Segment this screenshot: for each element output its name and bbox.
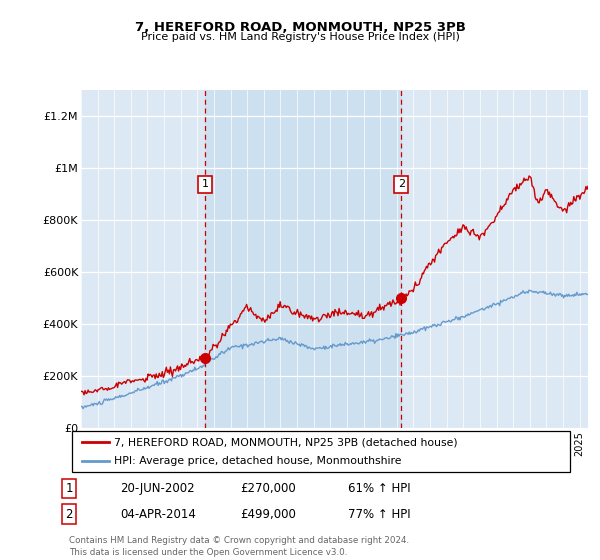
Text: 04-APR-2014: 04-APR-2014 bbox=[120, 507, 196, 521]
Text: Contains HM Land Registry data © Crown copyright and database right 2024.
This d: Contains HM Land Registry data © Crown c… bbox=[69, 536, 409, 557]
Text: £499,000: £499,000 bbox=[240, 507, 296, 521]
Text: 1: 1 bbox=[202, 179, 209, 189]
Text: 61% ↑ HPI: 61% ↑ HPI bbox=[348, 482, 410, 495]
Text: 7, HEREFORD ROAD, MONMOUTH, NP25 3PB: 7, HEREFORD ROAD, MONMOUTH, NP25 3PB bbox=[134, 21, 466, 34]
Text: 2: 2 bbox=[398, 179, 405, 189]
Text: HPI: Average price, detached house, Monmouthshire: HPI: Average price, detached house, Monm… bbox=[115, 456, 402, 465]
Text: 20-JUN-2002: 20-JUN-2002 bbox=[120, 482, 194, 495]
Text: 77% ↑ HPI: 77% ↑ HPI bbox=[348, 507, 410, 521]
Text: 2: 2 bbox=[65, 507, 73, 521]
Text: 7, HEREFORD ROAD, MONMOUTH, NP25 3PB (detached house): 7, HEREFORD ROAD, MONMOUTH, NP25 3PB (de… bbox=[115, 437, 458, 447]
Text: £270,000: £270,000 bbox=[240, 482, 296, 495]
Text: 1: 1 bbox=[65, 482, 73, 495]
Bar bbox=[205, 90, 401, 428]
Text: Price paid vs. HM Land Registry's House Price Index (HPI): Price paid vs. HM Land Registry's House … bbox=[140, 32, 460, 43]
